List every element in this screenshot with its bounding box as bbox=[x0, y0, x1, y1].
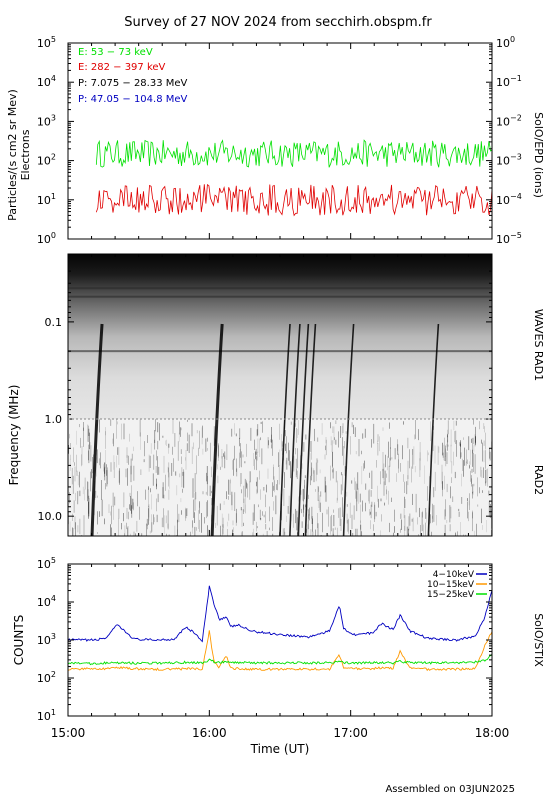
stix-legend-label: 4−10keV bbox=[433, 570, 475, 580]
legend-item: E: 53 − 73 keV bbox=[78, 47, 153, 58]
stix-y-label: COUNTS bbox=[12, 615, 26, 666]
epd-panel: 100 101 102 103 104 105 10−5 10−4 10−3 10−2 10−1 10… bbox=[6, 35, 545, 246]
y-tick-label: 103 bbox=[37, 632, 56, 647]
interference-band bbox=[68, 350, 492, 353]
y-tick-label: 102 bbox=[37, 670, 56, 685]
epd-y-label: Particles/(s cm2 sr Mev) bbox=[6, 89, 19, 221]
y-tick-label: 105 bbox=[37, 35, 56, 50]
page-title: Survey of 27 NOV 2024 from secchirh.obsp… bbox=[124, 15, 432, 30]
x-tick-label: 18:00 bbox=[475, 726, 510, 740]
x-tick-label: 17:00 bbox=[333, 726, 368, 740]
x-axis-label: Time (UT) bbox=[250, 742, 310, 756]
y-tick-label: 0.1 bbox=[45, 316, 63, 329]
y-tick-label: 10−3 bbox=[496, 153, 522, 168]
waves-y-label: Frequency (MHz) bbox=[7, 385, 21, 486]
type-iii-burst bbox=[90, 323, 104, 537]
interference-band bbox=[68, 287, 492, 290]
y-tick-label: 1.0 bbox=[45, 413, 63, 426]
waves-right-label-rad2: RAD2 bbox=[532, 465, 545, 495]
type-iii-burst bbox=[279, 323, 291, 537]
waves-right-label-rad1: WAVES RAD1 bbox=[532, 309, 545, 381]
y-tick-label: 100 bbox=[37, 231, 56, 246]
stix-series-line bbox=[67, 653, 493, 666]
waves-ticks: 0.1 1.0 10.0 bbox=[38, 253, 493, 536]
x-tick-label: 16:00 bbox=[192, 726, 227, 740]
y-tick-label: 10−5 bbox=[496, 231, 522, 246]
stix-legend-label: 10−15keV bbox=[427, 580, 475, 590]
y-tick-label: 10−4 bbox=[496, 192, 522, 207]
rad1-background bbox=[68, 254, 492, 420]
stix-ticks: 101 102 103 104 105 bbox=[37, 556, 493, 723]
type-iii-burst bbox=[304, 323, 317, 537]
y-tick-label: 10.0 bbox=[38, 510, 63, 523]
epd-series-line bbox=[95, 139, 493, 168]
type-iii-burst bbox=[210, 323, 224, 537]
legend-item: P: 7.075 − 28.33 MeV bbox=[78, 78, 188, 89]
stix-legend-label: 15−25keV bbox=[427, 590, 475, 600]
stix-series-line bbox=[67, 630, 493, 672]
y-tick-label: 102 bbox=[37, 153, 56, 168]
epd-y-label-electrons: Electrons bbox=[19, 129, 32, 180]
epd-plot-area bbox=[95, 139, 493, 217]
y-tick-label: 104 bbox=[37, 74, 56, 89]
type-iii-burst bbox=[342, 323, 355, 537]
type-iii-burst bbox=[289, 323, 301, 537]
x-axis-ticks: 15:00 16:00 17:00 18:00 bbox=[51, 726, 510, 740]
waves-panel: 0.1 1.0 10.0 Frequency (MHz) WAVES RAD1 RA… bbox=[7, 253, 545, 537]
type-iii-burst bbox=[427, 323, 440, 537]
stix-plot-area bbox=[67, 585, 493, 672]
y-tick-label: 101 bbox=[37, 708, 56, 723]
y-tick-label: 10−2 bbox=[496, 113, 522, 128]
epd-ticks: 100 101 102 103 104 105 10−5 10−4 10−3 10−2 10−1 10… bbox=[37, 35, 522, 246]
interference-band bbox=[68, 295, 492, 298]
y-tick-label: 103 bbox=[37, 113, 56, 128]
y-tick-label: 10−1 bbox=[496, 74, 522, 89]
y-tick-label: 104 bbox=[37, 594, 56, 609]
footer-assembled: Assembled on 03JUN2025 bbox=[385, 784, 515, 795]
stix-right-label: SolO/STIX bbox=[532, 613, 545, 667]
epd-legend: E: 53 − 73 keV E: 282 − 397 keV P: 7.075… bbox=[78, 47, 188, 105]
y-tick-label: 101 bbox=[37, 192, 56, 207]
type-iii-burst bbox=[297, 323, 310, 537]
legend-item: E: 282 − 397 keV bbox=[78, 62, 166, 73]
epd-series-line bbox=[95, 183, 493, 217]
stix-series-line bbox=[67, 585, 493, 643]
waves-spectrogram bbox=[68, 254, 492, 537]
y-tick-label: 105 bbox=[37, 556, 56, 571]
epd-right-label: SolO/EPD (ions) bbox=[532, 112, 545, 198]
x-tick-label: 15:00 bbox=[51, 726, 86, 740]
legend-item: P: 47.05 − 104.8 MeV bbox=[78, 94, 188, 105]
y-tick-label: 100 bbox=[496, 35, 515, 50]
